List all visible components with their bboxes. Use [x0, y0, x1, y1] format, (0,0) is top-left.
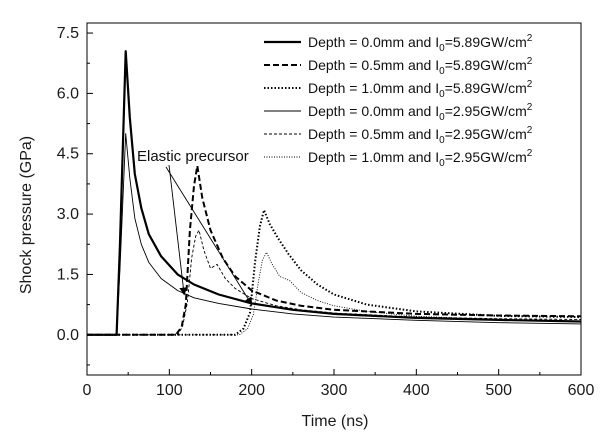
series-layer	[87, 50, 582, 336]
elastic-precursor-annotation: Elastic precursor	[137, 148, 249, 165]
x-axis-title: Time (ns)	[302, 413, 369, 430]
x-tick-label: 400	[403, 382, 430, 399]
annotation-arrow-1	[168, 164, 188, 296]
series-line-6	[87, 251, 582, 336]
legend-label-2: Depth = 0.5mm and I0=5.89GW/cm2	[308, 56, 533, 77]
x-tick-label: 0	[83, 382, 92, 399]
annotation-layer: Elastic precursor	[137, 148, 253, 306]
y-axis-title: Shock pressure (GPa)	[18, 136, 35, 294]
series-line-1	[87, 50, 582, 336]
y-tick-label: 7.5	[57, 25, 79, 42]
series-line-3	[87, 209, 582, 336]
x-tick-label: 100	[156, 382, 183, 399]
series-line-5	[87, 229, 582, 336]
x-tick-label: 500	[485, 382, 512, 399]
x-tick-label: 600	[568, 382, 595, 399]
series-line-2	[87, 164, 582, 336]
legend-label-4: Depth = 0.0mm and I0=2.95GW/cm2	[308, 102, 533, 123]
y-tick-label: 0.0	[57, 327, 79, 344]
annotation-arrow-2	[165, 166, 253, 306]
axes-layer: 0.0 1.5 3.0 4.5 6.0 7.5 0 100 200 300 400 500 600	[57, 22, 595, 399]
y-tick-label: 1.5	[57, 266, 79, 283]
y-tick-label: 3.0	[57, 206, 79, 223]
legend-label-5: Depth = 0.5mm and I0=2.95GW/cm2	[308, 125, 533, 146]
y-tick-label: 6.0	[57, 85, 79, 102]
x-tick-label: 200	[238, 382, 265, 399]
legend-label-1: Depth = 0.0mm and I0=5.89GW/cm2	[308, 33, 533, 54]
legend-label-3: Depth = 1.0mm and I0=5.89GW/cm2	[308, 79, 533, 100]
plot-frame	[86, 22, 582, 376]
legend-label-6: Depth = 1.0mm and I0=2.95GW/cm2	[308, 148, 533, 169]
y-tick-label: 4.5	[57, 146, 79, 163]
x-tick-label: 300	[321, 382, 348, 399]
series-line-4	[87, 133, 582, 336]
